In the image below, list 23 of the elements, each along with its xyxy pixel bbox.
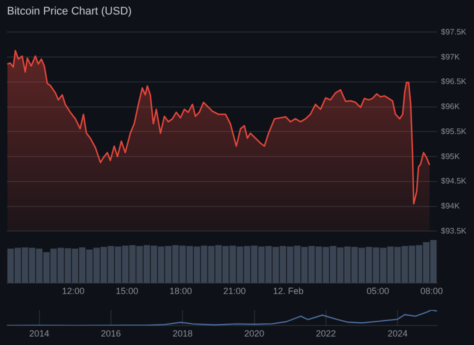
y-tick-label: $95K — [441, 152, 460, 161]
y-tick-label: $96.5K — [441, 77, 468, 86]
x-tick-label: 2022 — [316, 328, 336, 338]
x-tick-label: 12:00 — [62, 286, 85, 296]
x-tick-label: 2020 — [244, 328, 264, 338]
x-tick-label: 2018 — [172, 328, 193, 338]
x-tick-label: 2014 — [29, 328, 50, 338]
x-tick-label: 2024 — [388, 328, 408, 338]
y-tick-label: $97.5K — [441, 27, 468, 36]
x-tick-label: 21:00 — [223, 286, 246, 296]
chart-title: Bitcoin Price Chart (USD) — [7, 6, 132, 18]
x-tick-label: 05:00 — [366, 286, 390, 296]
y-tick-label: $94K — [441, 202, 460, 211]
y-tick-label: $97K — [441, 52, 460, 62]
y-tick-label: $94.5K — [441, 176, 468, 186]
x-tick-label: 15:00 — [116, 286, 138, 296]
x-tick-label: 2016 — [100, 328, 121, 338]
y-tick-label: $93.5K — [441, 226, 468, 236]
x-tick-label: 12. Feb — [273, 286, 304, 296]
x-tick-label: 18:00 — [170, 286, 192, 296]
y-tick-label: $96K — [441, 102, 460, 112]
y-tick-label: $95.5K — [441, 126, 468, 136]
x-tick-label: 08:00 — [420, 286, 443, 296]
